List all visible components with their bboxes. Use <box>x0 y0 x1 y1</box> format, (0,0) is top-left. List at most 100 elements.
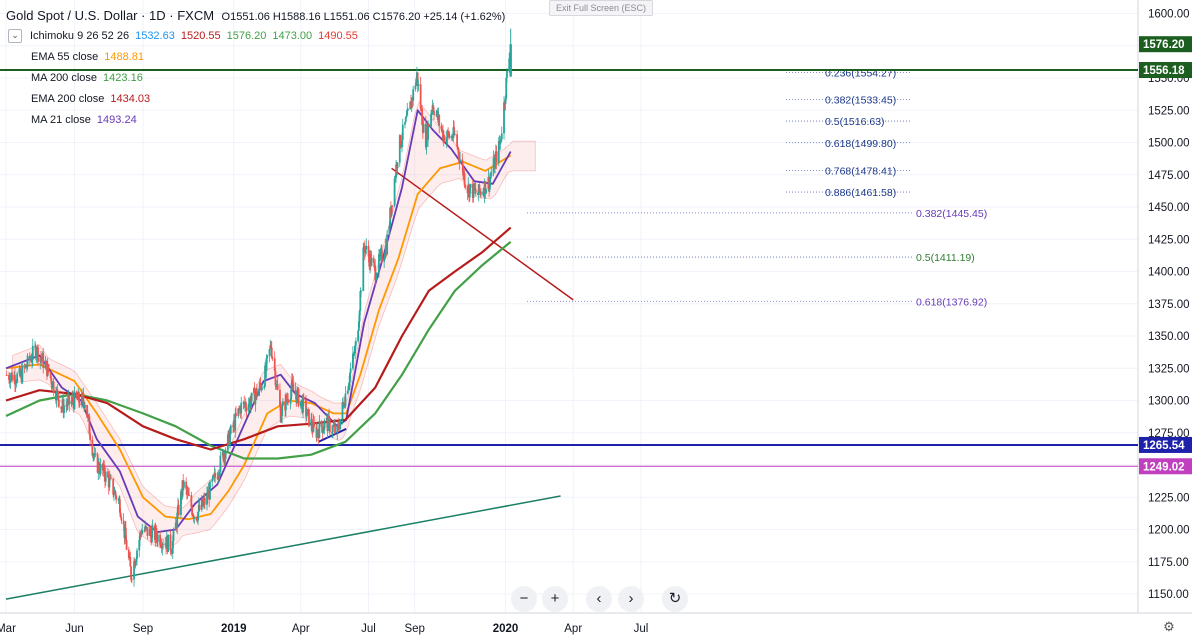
candle-body <box>348 382 351 386</box>
candle-body <box>422 123 425 133</box>
candle-body <box>87 414 90 417</box>
candle-body <box>399 135 402 147</box>
indicator-row[interactable]: MA 200 close 1423.16 <box>31 72 143 84</box>
candle-body <box>149 528 152 534</box>
candle-body <box>212 475 214 480</box>
indicator-value: 1520.55 <box>180 29 221 42</box>
candle-body <box>291 379 294 384</box>
candle-body <box>390 205 393 216</box>
candle-body <box>450 135 453 139</box>
candle-body <box>306 409 309 416</box>
fib-level-label: 0.768(1478.41) <box>825 165 896 177</box>
candle-body <box>181 480 184 498</box>
candle-body <box>474 188 477 194</box>
candle-body <box>443 135 446 143</box>
candle-body <box>5 374 8 376</box>
candle-body <box>66 398 69 406</box>
candle-body <box>135 559 138 562</box>
candle-body <box>485 189 488 194</box>
candle-body <box>113 494 115 496</box>
candle-body <box>258 382 261 389</box>
candle-body <box>432 105 435 111</box>
zoom-out-button[interactable]: − <box>511 586 537 612</box>
candle-body <box>334 425 336 433</box>
y-tick-label: 1175.00 <box>1148 557 1189 569</box>
candle-body <box>448 135 451 138</box>
candle-body <box>500 133 503 140</box>
candle-body <box>169 534 172 551</box>
candle-body <box>255 388 258 396</box>
candle-body <box>279 405 282 422</box>
y-tick-label: 1450.00 <box>1148 202 1190 214</box>
candle-body <box>73 391 76 409</box>
candle-body <box>494 156 496 169</box>
indicator-row[interactable]: ⌄ Ichimoku 9 26 52 26 1532.63 1520.55 1576.2… <box>8 29 358 43</box>
candle-body <box>57 399 60 407</box>
candle-body <box>344 393 347 407</box>
candle-body <box>217 475 220 477</box>
candle-body <box>456 134 459 147</box>
price-label: 1249.02 <box>1143 461 1185 473</box>
candle-body <box>99 463 102 475</box>
candle-body <box>405 115 408 118</box>
fib-level-label: 0.382(1445.45) <box>916 208 987 220</box>
candle-body <box>416 72 419 86</box>
candle-body <box>104 471 107 482</box>
candle-body <box>229 433 231 445</box>
candle-body <box>414 85 417 90</box>
candle-body <box>146 527 149 536</box>
candle-body <box>374 265 377 281</box>
candle-body <box>14 383 17 385</box>
series-line <box>5 240 512 460</box>
y-tick-label: 1600.00 <box>1148 9 1190 21</box>
candle-body <box>393 178 396 206</box>
candle-body <box>224 450 227 459</box>
candle-body <box>172 529 175 541</box>
candle-body <box>299 401 302 407</box>
candle-body <box>421 108 424 126</box>
candle-body <box>89 433 92 440</box>
price-label: 1265.54 <box>1143 440 1185 452</box>
scroll-right-button[interactable]: › <box>618 586 644 612</box>
y-tick-label: 1300.00 <box>1148 396 1190 408</box>
candle-body <box>505 77 508 99</box>
exit-fullscreen-button[interactable]: Exit Full Screen (ESC) <box>549 0 654 16</box>
collapse-legend-icon[interactable]: ⌄ <box>8 29 22 43</box>
candle-body <box>75 391 78 398</box>
candle-body <box>25 365 27 368</box>
candle-body <box>219 455 222 472</box>
candle-body <box>265 357 268 371</box>
candle-body <box>388 225 391 235</box>
indicator-row[interactable]: EMA 55 close 1488.81 <box>31 51 144 63</box>
candle-body <box>401 124 404 141</box>
scroll-left-button[interactable]: ‹ <box>586 586 612 612</box>
candle-body <box>296 391 298 403</box>
candle-body <box>401 140 403 145</box>
candle-body <box>478 184 481 192</box>
candle-body <box>365 245 368 250</box>
candle-body <box>472 183 475 198</box>
candle-body <box>159 545 162 547</box>
gear-icon[interactable]: ⚙ <box>1163 619 1175 634</box>
y-tick-label: 1325.00 <box>1148 363 1190 375</box>
candle-body <box>458 156 461 163</box>
indicator-row[interactable]: EMA 200 close 1434.03 <box>31 93 150 105</box>
indicator-label: EMA 55 close <box>31 51 99 63</box>
candle-body <box>331 426 334 433</box>
candle-body <box>354 345 357 354</box>
candle-body <box>108 477 111 488</box>
price-label: 1556.18 <box>1143 65 1185 77</box>
candle-body <box>193 517 196 519</box>
indicator-row[interactable]: MA 21 close 1493.24 <box>31 114 137 126</box>
candle-body <box>440 125 443 130</box>
candle-body <box>240 402 243 414</box>
candle-body <box>499 142 502 145</box>
candle-body <box>451 137 454 139</box>
candle-body <box>320 421 323 428</box>
reset-chart-button[interactable]: ↻ <box>662 586 688 612</box>
candle-body <box>285 395 288 401</box>
zoom-in-button[interactable]: + <box>542 586 568 612</box>
candle-body <box>176 512 179 529</box>
